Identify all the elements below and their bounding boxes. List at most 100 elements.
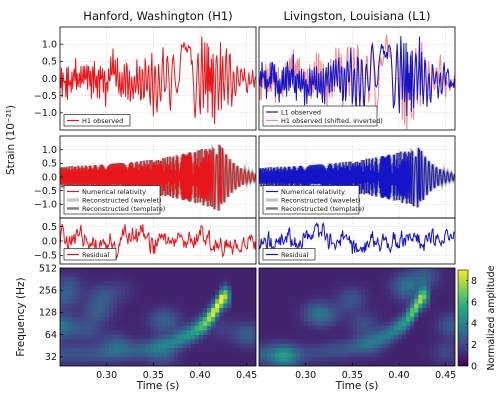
spectrogram-cell	[170, 339, 175, 345]
spectrogram-cell	[438, 321, 444, 327]
spectrogram-cell	[406, 268, 411, 274]
spectrogram-cell	[275, 272, 281, 278]
spectrogram-cell	[336, 361, 342, 366]
spectrogram-cell	[414, 348, 419, 354]
spectrogram-cell	[385, 325, 391, 331]
spectrogram-cell	[283, 272, 289, 278]
spectrogram-cell	[178, 268, 184, 274]
spectrogram-cell	[109, 339, 114, 345]
spectrogram-cell	[369, 357, 374, 363]
spectrogram-cell	[340, 272, 346, 278]
spectrogram-cell	[324, 317, 330, 323]
spectrogram-cell	[141, 303, 147, 309]
xtick-label: 0.45	[236, 370, 257, 381]
spectrogram-cell	[397, 303, 403, 309]
spectrogram-cell	[239, 312, 245, 318]
spectrogram-cell	[72, 312, 77, 318]
series-residual	[259, 221, 455, 256]
spectrogram-cell	[410, 334, 415, 340]
spectrogram-cell	[243, 352, 249, 358]
spectrogram-cell	[328, 361, 334, 366]
spectrogram-cell	[283, 361, 289, 366]
spectrogram-cell	[283, 321, 289, 327]
spectrogram-cell	[438, 317, 444, 323]
spectrogram-cell	[88, 339, 94, 345]
spectrogram-cell	[174, 281, 180, 287]
spectrogram-cell	[267, 330, 272, 336]
spectrogram-cell	[227, 308, 233, 314]
spectrogram-cell	[377, 357, 383, 363]
spectrogram-cell	[133, 285, 139, 291]
spectrogram-cell	[109, 299, 114, 305]
spectrogram-cell	[397, 312, 403, 318]
spectrogram-cell	[308, 348, 313, 354]
series-l1-observed	[259, 36, 455, 117]
spectrogram-cell	[247, 299, 253, 305]
spectrogram-cell	[332, 339, 338, 345]
spectrogram-cell	[137, 285, 143, 291]
spectrogram-cell	[219, 272, 224, 278]
spectrogram-cell	[92, 348, 98, 354]
spectrogram-cell	[344, 317, 350, 323]
spectrogram-cell	[365, 361, 370, 366]
spectrogram-cell	[137, 303, 143, 309]
spectrogram-cell	[336, 303, 342, 309]
spectrogram-cell	[215, 330, 220, 336]
spectrogram-cell	[299, 276, 305, 282]
spectrogram-cell	[227, 325, 233, 331]
spectrogram-cell	[446, 294, 452, 300]
spectrogram-cell	[344, 272, 350, 278]
spectrogram-cell	[231, 321, 237, 327]
spectrogram-cell	[340, 299, 346, 305]
spectrogram-cell	[182, 352, 188, 358]
spectrogram-cell	[414, 343, 419, 349]
spectrogram-cell	[263, 361, 268, 366]
spectrogram-cell	[239, 321, 245, 327]
spectrogram-cell	[336, 357, 342, 363]
spectrogram-cell	[340, 334, 346, 340]
spectrogram-cell	[332, 317, 338, 323]
spectrogram-cell	[243, 357, 249, 363]
spectrogram-cell	[198, 325, 204, 331]
spectrogram-cell	[137, 290, 143, 296]
spectrogram-cell	[117, 299, 122, 305]
spectrogram-cell	[141, 325, 147, 331]
spectrogram-cell	[141, 321, 147, 327]
spectrogram-cell	[174, 321, 180, 327]
gridlines	[259, 218, 455, 264]
spectrogram-cell	[332, 299, 338, 305]
spectrogram-cell	[287, 299, 293, 305]
spectrogram-cell	[121, 330, 126, 336]
spectrogram-cell	[393, 334, 399, 340]
legend-box	[63, 114, 131, 127]
spectrogram-cell	[414, 312, 419, 318]
spectrogram-cell	[231, 343, 237, 349]
spectrogram-cell	[389, 303, 395, 309]
spectrogram-cell	[357, 299, 362, 305]
spectrogram-cell	[320, 330, 325, 336]
spectrogram-cell	[352, 352, 358, 358]
spectrogram-cell	[263, 334, 268, 340]
spectrogram-cell	[279, 272, 285, 278]
spectrogram-cell	[162, 299, 167, 305]
spectrogram-cell	[308, 276, 313, 282]
spectrogram-cell	[312, 325, 317, 331]
spectrogram-cell	[410, 321, 415, 327]
spectrogram-cell	[68, 276, 73, 282]
spectrogram-cell	[430, 343, 436, 349]
spectrogram-cell	[231, 299, 237, 305]
spectrogram-cell	[271, 272, 276, 278]
spectrogram-cell	[158, 330, 163, 336]
spectrogram-cell	[202, 281, 208, 287]
spectrogram-cell	[76, 361, 82, 366]
spectrogram-cell	[72, 325, 77, 331]
spectrogram-cell	[190, 290, 196, 296]
spectrogram-cell	[121, 268, 126, 274]
spectrogram-cell	[104, 321, 110, 327]
spectrogram-cell	[263, 325, 268, 331]
spectrogram-cell	[389, 352, 395, 358]
spectrogram-cell	[283, 281, 289, 287]
spectrogram-cell	[117, 312, 122, 318]
spectrogram-cell	[279, 312, 285, 318]
spectrogram-cell	[113, 285, 118, 291]
